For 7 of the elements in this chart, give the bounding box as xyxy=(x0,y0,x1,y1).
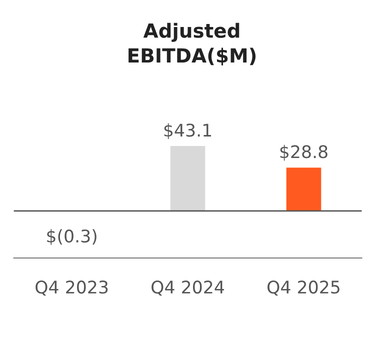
x-tick-label: Q4 2024 xyxy=(152,280,224,296)
data-label: $(0.3) xyxy=(47,229,96,245)
x-tick-label: Q4 2025 xyxy=(268,280,340,296)
data-label: $43.1 xyxy=(164,123,212,140)
chart-title: Adjusted EBITDA($M) xyxy=(128,22,256,66)
x-tick-label: Q4 2023 xyxy=(36,280,108,296)
data-label: $28.8 xyxy=(280,144,328,161)
